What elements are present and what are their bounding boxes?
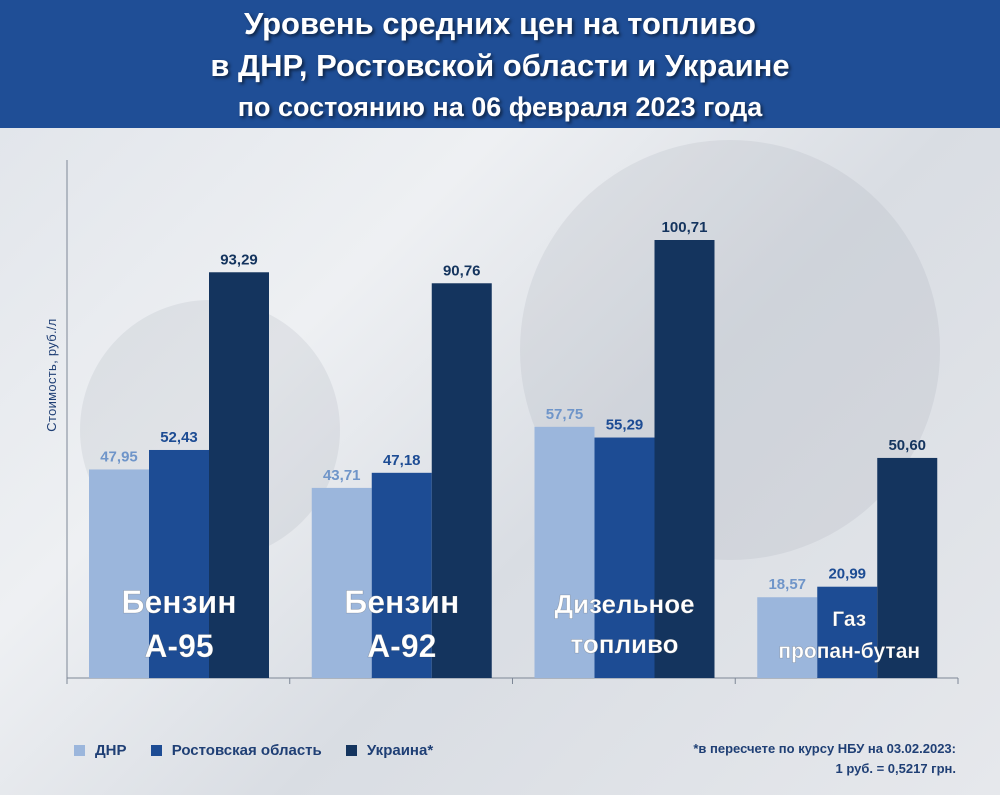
data-label: 50,60 <box>888 437 926 454</box>
data-label: 90,76 <box>443 262 481 279</box>
legend-item-dnr: ДНР <box>74 742 127 759</box>
footnote-line-1: *в пересчете по курсу НБУ на 03.02.2023: <box>693 741 956 756</box>
category-label: А-92 <box>367 628 436 664</box>
bar <box>371 472 432 678</box>
data-label: 55,29 <box>606 417 644 434</box>
legend-label-ukraine: Украина* <box>366 742 434 759</box>
category-label: Бензин <box>344 584 459 620</box>
bar <box>594 437 655 678</box>
data-label: 47,18 <box>383 452 421 469</box>
bar <box>877 457 938 678</box>
bar <box>431 283 492 678</box>
category-label: топливо <box>571 629 679 659</box>
data-label: 47,95 <box>100 448 138 465</box>
legend: ДНР Ростовская область Украина* <box>74 742 453 759</box>
chart-title-line-3: по состоянию на 06 февраля 2023 года <box>237 92 763 122</box>
bar <box>534 426 595 678</box>
data-label: 52,43 <box>160 429 198 446</box>
legend-swatch-dnr <box>74 745 85 756</box>
data-label: 100,71 <box>662 219 708 236</box>
legend-swatch-rostov <box>150 745 162 756</box>
title-banner: Уровень средних цен на топливо в ДНР, Ро… <box>0 0 1000 128</box>
data-label: 57,75 <box>546 406 584 423</box>
data-label: 93,29 <box>220 251 258 268</box>
chart-title-line-2: в ДНР, Ростовской области и Украине <box>210 48 790 83</box>
data-label: 43,71 <box>323 467 361 484</box>
category-label: А-95 <box>144 628 213 664</box>
bar <box>311 487 372 678</box>
bar <box>817 586 878 678</box>
category-label: пропан-бутан <box>778 640 920 663</box>
data-label: 20,99 <box>828 566 866 583</box>
bar <box>654 240 715 678</box>
bar <box>757 597 818 678</box>
data-label: 18,57 <box>768 576 806 593</box>
bar <box>89 469 149 678</box>
bar <box>149 449 209 678</box>
legend-label-rostov: Ростовская область <box>171 742 322 759</box>
legend-swatch-ukraine <box>345 745 357 756</box>
bar <box>209 272 269 678</box>
chart-title-line-1: Уровень средних цен на топливо <box>244 6 756 41</box>
category-label: Дизельное <box>554 589 694 619</box>
footnote-line-2: 1 руб. = 0,5217 грн. <box>835 761 957 776</box>
legend-label-dnr: ДНР <box>95 742 127 759</box>
footnote: *в пересчете по курсу НБУ на 03.02.2023:… <box>693 739 956 779</box>
legend-item-ukraine: Украина* <box>345 742 434 759</box>
category-label: Газ <box>832 608 866 631</box>
legend-item-rostov: Ростовская область <box>150 742 322 759</box>
category-label: Бензин <box>121 584 236 620</box>
